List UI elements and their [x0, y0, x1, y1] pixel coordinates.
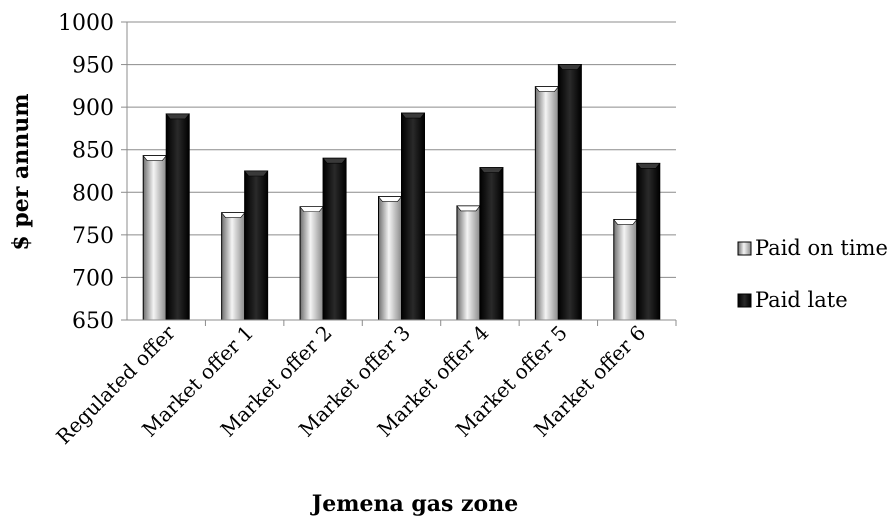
bar-body [165, 113, 190, 321]
bar-cap [322, 157, 347, 164]
bar-cap [299, 206, 324, 213]
y-tick-label: 1000 [58, 11, 114, 36]
legend-swatch [737, 293, 752, 308]
bar-body [534, 86, 559, 321]
bar-paid-late [557, 64, 582, 321]
bar-body [244, 170, 269, 321]
axes [126, 22, 677, 326]
y-tick-label: 900 [72, 96, 114, 121]
bar-body [636, 162, 661, 321]
legend-label: Paid late [755, 288, 848, 312]
bar-cap [479, 167, 504, 173]
bar-cap [534, 86, 559, 93]
legend-swatch [737, 241, 752, 256]
legend: Paid on time Paid late [737, 236, 888, 312]
bar-cap [613, 219, 638, 225]
x-axis-title: Jemena gas zone [310, 491, 518, 517]
y-tick-label: 800 [72, 181, 114, 206]
bar-paid-on-time [221, 212, 246, 321]
bar-body [557, 64, 582, 321]
bar-body [322, 157, 347, 321]
bar-paid-late [636, 162, 661, 321]
bar-paid-late [479, 167, 504, 321]
bar-cap [244, 170, 269, 177]
bar-paid-late [322, 157, 347, 321]
bar-body [401, 112, 425, 321]
bar-body [142, 155, 167, 321]
bar-body [456, 205, 481, 321]
bar-paid-on-time [299, 206, 324, 321]
bar-cap [142, 155, 167, 161]
legend-item: Paid late [737, 288, 848, 312]
bar-cap [557, 64, 582, 70]
bar-cap [400, 112, 426, 119]
y-axis-title: $ per annum [8, 93, 34, 250]
bar-paid-on-time [456, 205, 481, 321]
y-tick-label: 700 [72, 266, 114, 291]
bar-cap [456, 205, 481, 212]
bar-paid-on-time [142, 155, 167, 321]
bar-cap [221, 212, 246, 219]
bar-body [378, 196, 402, 321]
bar-body [479, 167, 504, 321]
y-tick-label: 650 [72, 309, 114, 334]
bar-paid-on-time [613, 219, 638, 321]
bar-body [613, 219, 638, 321]
y-tick-label: 750 [72, 224, 114, 249]
y-tick-label: 950 [72, 54, 114, 79]
bar-paid-late [244, 170, 269, 321]
y-tick-label: 850 [72, 139, 114, 164]
bar-cap [636, 163, 661, 169]
bar-body [299, 206, 324, 321]
bar-cap [377, 196, 403, 202]
bar-body [221, 212, 246, 321]
y-tick-labels: 650 700 750 800 850 900 950 1000 [58, 11, 114, 334]
bar-paid-on-time [377, 196, 403, 321]
bar-paid-late [400, 112, 426, 321]
legend-item: Paid on time [737, 236, 888, 260]
bar-paid-late [165, 113, 190, 321]
legend-label: Paid on time [755, 236, 888, 260]
bar-cap [165, 113, 190, 120]
bar-paid-on-time [534, 86, 559, 321]
